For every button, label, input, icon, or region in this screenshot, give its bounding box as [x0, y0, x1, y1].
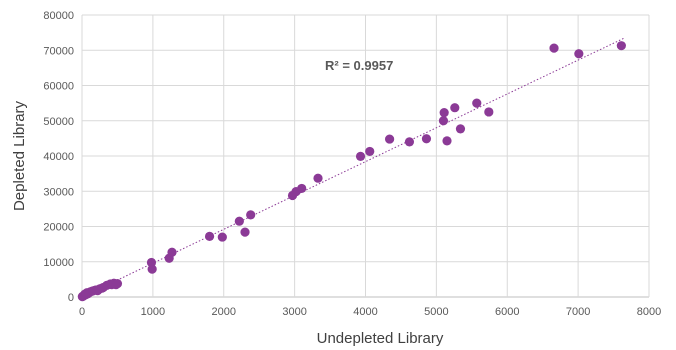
data-point	[450, 103, 460, 113]
data-point	[549, 43, 559, 53]
y-axis-title: Depleted Library	[11, 100, 28, 211]
x-tick-label: 0	[79, 306, 85, 318]
x-axis-title: Undepleted Library	[317, 330, 444, 347]
y-tick-label: 30000	[43, 186, 74, 198]
data-points	[77, 41, 626, 302]
y-tick-label: 20000	[43, 222, 74, 234]
grid-lines	[81, 14, 650, 298]
x-tick-label: 6000	[495, 306, 519, 318]
y-tick-label: 0	[68, 292, 74, 304]
x-tick-label: 1000	[141, 306, 165, 318]
data-point	[313, 173, 323, 183]
data-point	[404, 137, 415, 147]
x-tick-label: 2000	[212, 306, 236, 318]
data-point	[472, 98, 482, 108]
x-tick-label: 7000	[566, 306, 590, 318]
data-point	[438, 116, 449, 126]
data-point	[616, 41, 626, 51]
data-point	[240, 227, 250, 237]
data-point	[147, 264, 157, 274]
data-point	[442, 136, 452, 146]
data-point	[234, 216, 244, 226]
data-point	[204, 231, 215, 241]
y-tick-label: 70000	[43, 45, 74, 57]
y-tick-label: 40000	[43, 151, 74, 163]
data-point	[146, 257, 157, 268]
data-point	[217, 232, 227, 242]
x-tick-label: 3000	[282, 306, 306, 318]
trendline-layer	[81, 37, 625, 298]
data-point	[167, 247, 177, 257]
data-point	[112, 279, 123, 289]
y-axis-ticks: 0 10000 20000 30000 40000 50000 60000 70000 8000…	[43, 10, 74, 304]
y-tick-label: 80000	[43, 10, 74, 22]
data-point	[384, 134, 395, 144]
r-squared-annotation: R² = 0.9957	[325, 58, 393, 73]
y-tick-label: 10000	[43, 257, 74, 269]
x-tick-label: 5000	[424, 306, 448, 318]
data-point	[365, 146, 375, 157]
trendline	[81, 37, 625, 298]
data-point	[355, 151, 366, 161]
data-point	[439, 108, 449, 118]
x-tick-label: 4000	[353, 306, 377, 318]
y-tick-label: 50000	[43, 116, 74, 128]
data-point	[455, 124, 466, 134]
x-tick-label: 8000	[637, 306, 661, 318]
data-point	[246, 210, 256, 220]
data-point	[484, 107, 494, 117]
data-point	[574, 49, 584, 59]
x-axis-ticks: 0 1000 2000 3000 4000 5000 6000 7000 8000	[79, 306, 661, 318]
data-point	[297, 183, 307, 194]
y-tick-label: 60000	[43, 81, 74, 93]
data-point	[421, 134, 432, 144]
